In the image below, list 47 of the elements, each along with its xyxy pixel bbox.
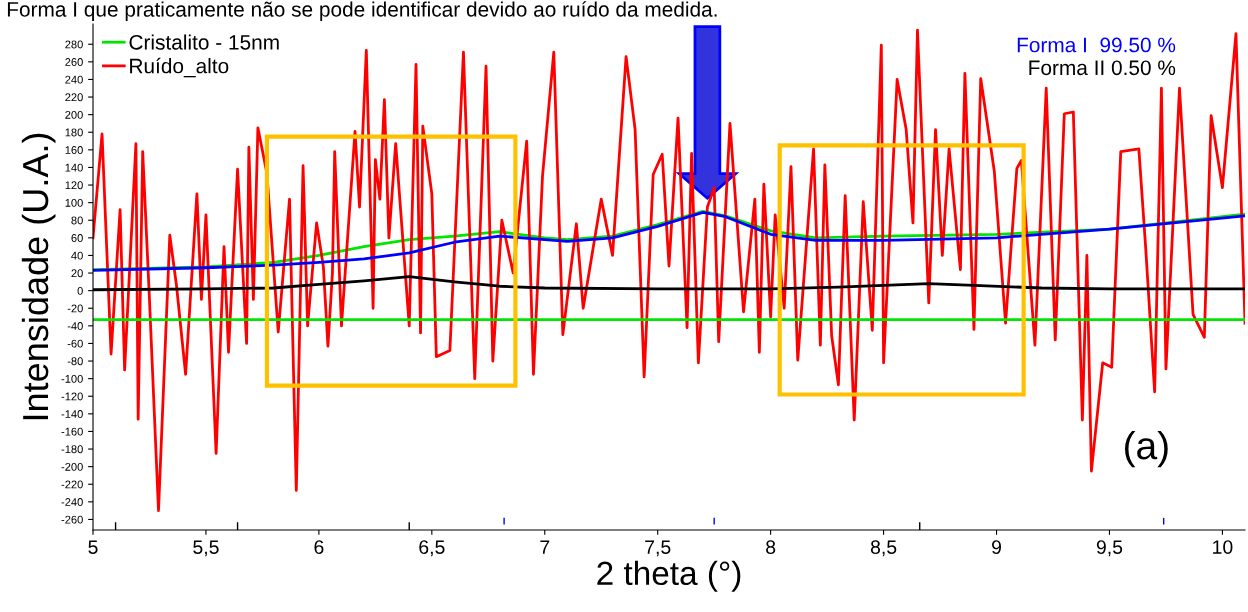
y-tick-label: 260 bbox=[65, 58, 83, 66]
x-tick-label: 6 bbox=[314, 540, 324, 554]
x-tick-label: 5 bbox=[88, 540, 98, 554]
y-tick-label: -200 bbox=[61, 462, 83, 471]
x-tick-label: 7,5 bbox=[645, 540, 671, 557]
y-tick-label: 60 bbox=[71, 234, 83, 242]
legend-label: Ruído_alto bbox=[130, 57, 229, 78]
y-axis-title: Intensidade (U.A.) bbox=[21, 133, 56, 420]
y-tick-label: -260 bbox=[61, 515, 83, 524]
y-tick-label: -20 bbox=[67, 304, 83, 313]
y-tick-label: 120 bbox=[65, 181, 83, 190]
text: Forma I que praticamente não se pode identificar devido ao ruído da medida. bbox=[7, 1, 717, 21]
y-tick-label: -80 bbox=[67, 357, 83, 366]
annotation: (a) bbox=[1125, 430, 1168, 468]
y-tick-label: 140 bbox=[65, 163, 83, 172]
x-axis-title: 2 theta (°) bbox=[597, 560, 741, 592]
y-tick-label: -120 bbox=[61, 392, 83, 401]
y-tick-label: 180 bbox=[65, 128, 83, 137]
y-tick-label: 280 bbox=[65, 40, 83, 49]
x-tick-label: 10 bbox=[1213, 540, 1233, 554]
x-tick-label: 5,5 bbox=[193, 540, 219, 557]
x-tick-label: 9 bbox=[992, 540, 1002, 554]
x-tick-label: 7 bbox=[540, 540, 550, 554]
y-tick-label: -240 bbox=[61, 498, 83, 506]
y-tick-label: 100 bbox=[65, 198, 83, 207]
y-tick-label: -40 bbox=[67, 322, 83, 330]
annotation: Forma II 0.50 % bbox=[1029, 60, 1176, 76]
x-tick-label: 9,5 bbox=[1096, 540, 1123, 557]
legend-label: Cristalito - 15nm bbox=[129, 34, 279, 50]
y-tick-label: -160 bbox=[61, 427, 83, 436]
y-tick-label: -60 bbox=[67, 339, 83, 348]
y-tick-label: 220 bbox=[65, 93, 83, 102]
x-tick-label: 8,5 bbox=[870, 540, 897, 557]
y-tick-label: 160 bbox=[65, 146, 83, 154]
x-tick-label: 6,5 bbox=[419, 540, 445, 557]
y-tick-label: 0 bbox=[77, 286, 83, 295]
y-tick-label: 20 bbox=[71, 269, 83, 278]
y-tick-label: 40 bbox=[71, 251, 83, 260]
y-tick-label: -220 bbox=[61, 480, 83, 489]
x-tick-label: 8 bbox=[766, 540, 776, 554]
y-tick-label: -180 bbox=[61, 445, 83, 454]
y-tick-label: 240 bbox=[65, 75, 83, 84]
y-tick-label: 80 bbox=[71, 216, 83, 225]
y-tick-label: -140 bbox=[61, 410, 83, 418]
y-tick-label: -100 bbox=[61, 374, 83, 383]
y-tick-label: 200 bbox=[65, 110, 83, 119]
annotation: Forma I 99.50 % bbox=[1017, 37, 1176, 53]
